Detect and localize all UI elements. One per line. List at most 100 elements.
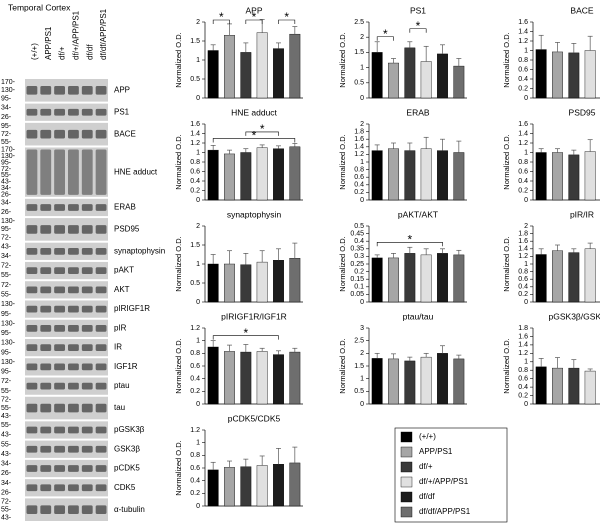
y-axis-label: Normalized O.D.: [338, 32, 347, 87]
mw-marker: 43-: [1, 413, 12, 420]
bar: [453, 358, 465, 405]
blot-strip: [25, 338, 108, 357]
bar: [207, 149, 219, 201]
blot-band: [95, 344, 107, 351]
blot-band: [68, 363, 79, 371]
y-tick-label: 0.8: [518, 159, 528, 166]
blot-band: [26, 484, 38, 492]
bar: [552, 250, 563, 303]
mw-marker: 34-: [1, 185, 12, 192]
blot-band: [81, 505, 93, 515]
blot-band: [40, 108, 52, 116]
mw-marker: 72-: [1, 234, 12, 241]
chart-title: pAKT/AKT: [398, 209, 438, 219]
mw-marker: 72-: [1, 498, 12, 505]
lane-label: df/+: [58, 46, 67, 60]
blot-strip: [25, 300, 108, 318]
bar: [535, 49, 547, 99]
y-tick-label: 0.4: [518, 384, 528, 391]
y-tick-label: 0.25: [350, 261, 364, 268]
y-tick-label: 0.3: [354, 253, 364, 260]
bar: [240, 264, 252, 303]
blot-band: [81, 403, 93, 413]
mw-marker: 95-: [1, 123, 12, 130]
y-tick-label: 0.2: [518, 291, 528, 298]
bar: [453, 152, 465, 201]
blot-row-label: AKT: [114, 285, 130, 294]
bar: [224, 467, 235, 507]
mw-marker: 95-: [1, 159, 12, 166]
bar: [289, 462, 301, 507]
bar: [273, 148, 284, 201]
significance-label: *: [252, 129, 257, 143]
legend-label: df/df: [419, 492, 435, 501]
bar: [584, 151, 596, 201]
blot-band: [95, 505, 107, 515]
y-tick-label: 0.5: [354, 388, 364, 395]
mw-marker: 130-: [1, 218, 16, 225]
mw-marker: 95-: [1, 226, 12, 233]
bar: [584, 370, 596, 405]
y-tick-label: 0: [196, 401, 200, 408]
blot-band: [54, 129, 65, 139]
blot-row-label: GSK3β: [114, 444, 140, 453]
y-tick-label: 2: [360, 350, 364, 357]
y-tick-label: 0.4: [190, 376, 200, 383]
bar: [256, 465, 268, 507]
blot-band: [26, 344, 38, 351]
blot-band: [68, 484, 79, 492]
blot-band: [26, 465, 38, 472]
y-tick-label: 1.8: [518, 325, 528, 332]
legend-label: df/+/APP/PS1: [419, 477, 469, 486]
y-tick-label: 0.2: [354, 189, 364, 196]
y-tick-label: 0.4: [354, 182, 364, 189]
blot-band: [95, 247, 107, 255]
blot-band: [81, 149, 93, 195]
y-tick-label: 0.2: [190, 490, 200, 497]
chart-title: BACE: [570, 5, 593, 15]
bar: [289, 146, 301, 201]
legend-swatch: [400, 461, 413, 473]
bar: [388, 148, 399, 201]
y-tick-label: 1.2: [190, 140, 200, 147]
blot-band: [95, 267, 107, 274]
y-tick-label: 0.1: [354, 284, 364, 291]
blot-band: [68, 403, 79, 413]
blot-band: [54, 247, 65, 255]
blot-band: [26, 129, 38, 139]
blot-row-label: IGF1R: [114, 362, 138, 371]
blot-band: [81, 426, 93, 434]
significance-label: *: [219, 10, 224, 24]
bar: [240, 152, 252, 201]
bar: [289, 258, 301, 303]
y-tick-label: 1.6: [354, 136, 364, 143]
y-axis-label: Normalized O.D.: [502, 134, 511, 189]
y-tick-label: 0.8: [190, 350, 200, 357]
blot-band: [54, 484, 65, 492]
lane-label: df/df/APP/PS1: [99, 8, 108, 60]
blot-title: Temporal Cortex: [8, 2, 71, 12]
y-tick-label: 0.4: [190, 178, 200, 185]
blot-strip: [25, 498, 108, 521]
legend-swatch: [400, 476, 413, 488]
significance-label: *: [407, 232, 412, 246]
y-tick-label: 1: [196, 338, 200, 345]
blot-band: [81, 108, 93, 116]
bar: [568, 252, 580, 303]
blot-band: [54, 204, 65, 211]
blot-band: [54, 149, 65, 195]
mw-marker: 130-: [1, 340, 16, 347]
blot-band: [68, 505, 79, 515]
blot-row-label: HNE adduct: [114, 167, 158, 176]
y-axis-label: Normalized O.D.: [174, 338, 183, 393]
y-tick-label: 0.6: [518, 376, 528, 383]
blot-row-label: pCDK5: [114, 464, 140, 473]
mw-marker: 26-: [1, 209, 12, 216]
blot-band: [68, 267, 79, 274]
blot-row-label: synaptophysin: [114, 246, 165, 255]
blot-band: [54, 344, 65, 351]
blot-row-label: APP: [114, 85, 130, 94]
y-tick-label: 1.4: [518, 342, 528, 349]
blot-row-label: pIR: [114, 323, 127, 332]
blot-band: [95, 305, 107, 313]
